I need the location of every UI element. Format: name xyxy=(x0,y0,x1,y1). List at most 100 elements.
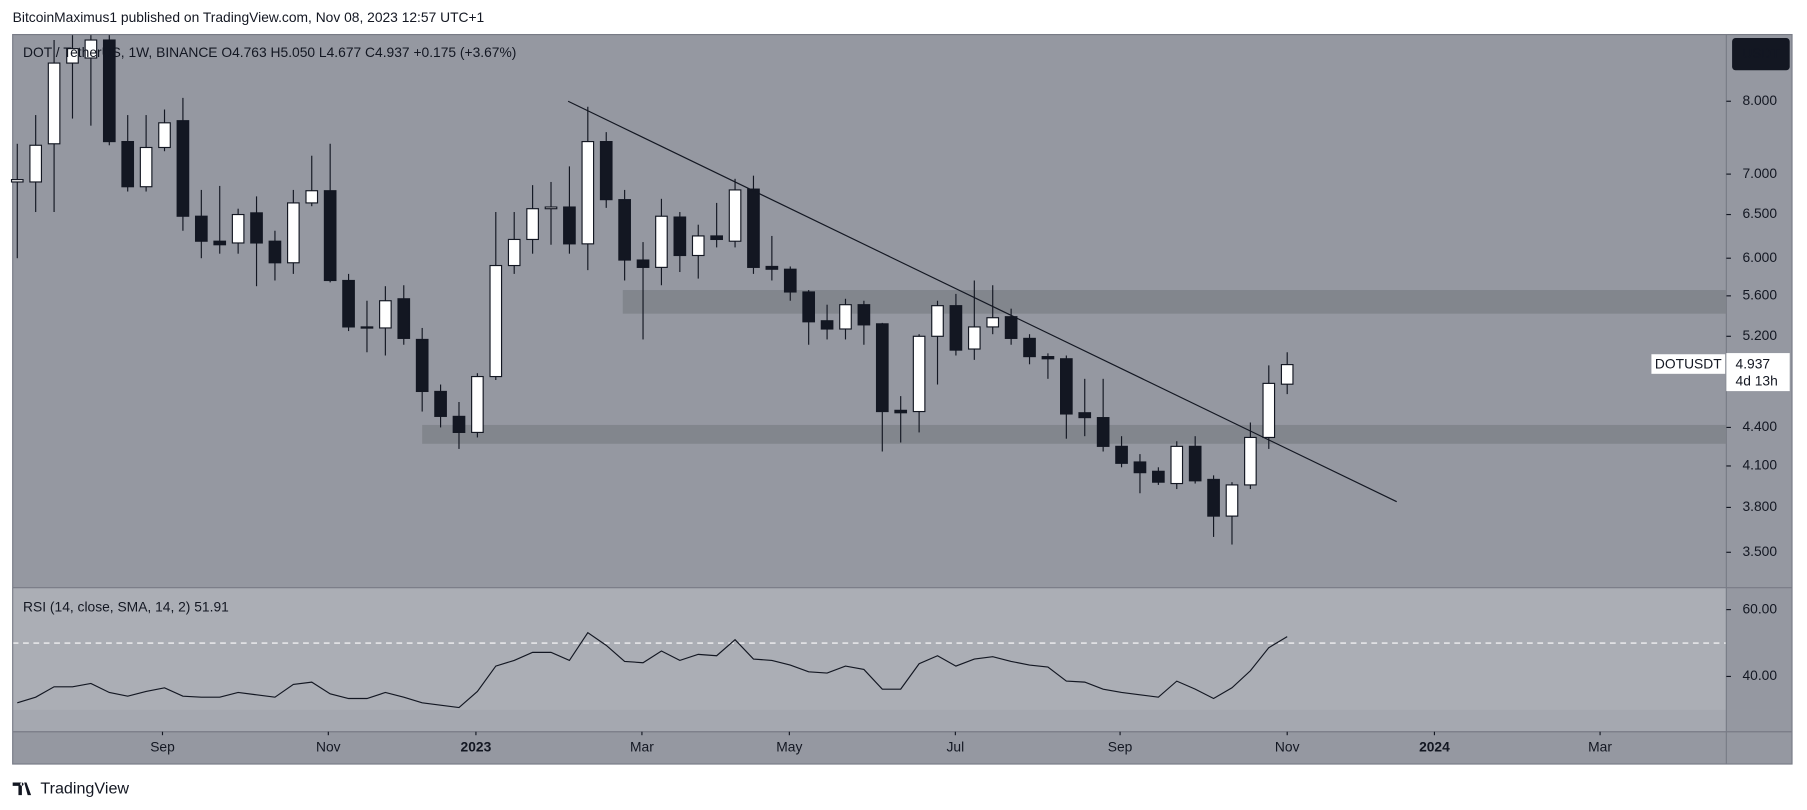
candle-body xyxy=(618,199,631,261)
y-tick-label: 3.500 xyxy=(1742,543,1777,559)
candle-body xyxy=(379,300,392,329)
candle-body xyxy=(839,304,852,330)
y-tick-label: 3.800 xyxy=(1742,498,1777,514)
ohlc-value: 5.050 xyxy=(281,44,316,60)
candle-body xyxy=(1170,445,1184,485)
x-tick-label: 2023 xyxy=(461,739,492,755)
candle-body xyxy=(728,189,742,242)
candle-body xyxy=(967,326,981,350)
candle-body xyxy=(452,415,466,433)
rsi-y-tick-label: 60.00 xyxy=(1742,600,1777,616)
candle-body xyxy=(857,304,871,326)
candle-body xyxy=(342,279,355,328)
x-tick-label: Mar xyxy=(1588,739,1612,755)
candle-body xyxy=(875,323,889,413)
price-tag xyxy=(1726,353,1790,392)
candle-body xyxy=(931,305,944,337)
ohlc-value: 4.763 xyxy=(232,44,267,60)
legend: DOT / TetherUS, 1W, BINANCE O4.763 H5.05… xyxy=(23,44,516,60)
currency: USDT xyxy=(1742,45,1780,61)
brand: TradingView xyxy=(40,780,129,798)
y-tick-label: 5.600 xyxy=(1742,287,1777,303)
candle-body xyxy=(1152,470,1165,483)
rsi-band xyxy=(12,587,1727,710)
y-tick-label: 4.400 xyxy=(1742,418,1777,434)
candle-body xyxy=(47,62,61,145)
candle-body xyxy=(765,265,779,270)
candle-body xyxy=(691,235,705,257)
candle-body xyxy=(489,264,503,378)
candle-body xyxy=(747,188,760,268)
y-tick-label: 7.000 xyxy=(1742,165,1777,181)
x-tick-label: Nov xyxy=(1275,739,1300,755)
rsi-title: RSI (14, close, SMA, 14, 2) xyxy=(23,598,190,614)
overlay: DOT / TetherUS, 1W, BINANCE O4.763 H5.05… xyxy=(23,38,1790,614)
candle-body xyxy=(323,190,337,282)
candle-body xyxy=(213,240,227,246)
symbol-title: DOT / TetherUS, 1W, BINANCE xyxy=(23,44,217,60)
candle-body xyxy=(1280,364,1294,385)
y-tick-label: 5.200 xyxy=(1742,327,1777,343)
frame xyxy=(12,33,1793,765)
candle-body xyxy=(1096,417,1110,447)
logo-icon xyxy=(12,782,32,796)
ohlc-value: 4.677 xyxy=(327,44,362,60)
x-tick-label: Mar xyxy=(630,739,654,755)
x-tick-label: Sep xyxy=(150,739,175,755)
last-price: 4.937 xyxy=(1736,355,1771,371)
candle-body xyxy=(636,259,650,268)
marks xyxy=(10,35,1727,709)
candle-body xyxy=(360,326,374,329)
candle-body xyxy=(84,39,98,59)
x-tick-label: Jul xyxy=(947,739,965,755)
y-tick-label: 4.100 xyxy=(1742,457,1777,473)
candle-body xyxy=(10,179,24,183)
candle-body xyxy=(802,291,816,323)
candle-body xyxy=(415,338,429,393)
countdown: 4d 13h xyxy=(1736,373,1778,389)
candle-body xyxy=(544,206,558,210)
candle-body xyxy=(783,268,797,293)
candle-body xyxy=(158,122,171,149)
candle-body xyxy=(710,235,723,241)
rsi-line xyxy=(17,631,1288,709)
candle-body xyxy=(1188,445,1202,482)
symbol-label: DOTUSDT xyxy=(1655,355,1722,371)
candle-body xyxy=(231,213,245,244)
candle-body xyxy=(986,317,1000,328)
ohlc-key: C xyxy=(365,44,375,60)
candle-body xyxy=(1133,461,1147,474)
candle-body xyxy=(397,298,411,339)
candle-body xyxy=(1244,436,1257,486)
publisher: BitcoinMaximus1 published on TradingView… xyxy=(13,9,485,25)
candle-body xyxy=(820,320,834,330)
brand-logo: TradingView xyxy=(12,780,129,798)
candle-body xyxy=(507,238,521,267)
candle-body xyxy=(1041,356,1055,360)
candle-body xyxy=(1078,412,1092,419)
candle-body xyxy=(1207,478,1220,517)
y-tick-label: 8.000 xyxy=(1742,92,1777,108)
x-tick-label: 2024 xyxy=(1419,739,1450,755)
candle-body xyxy=(139,146,153,188)
candle-body xyxy=(176,120,190,217)
candle-body xyxy=(1004,316,1018,339)
candle-body xyxy=(599,141,613,201)
y-tick-label: 6.500 xyxy=(1742,205,1777,221)
candle-body xyxy=(673,216,687,257)
candle-body xyxy=(102,39,116,143)
ohlc-key: O xyxy=(221,44,232,60)
change: +0.175 (+3.67%) xyxy=(413,44,516,60)
panes: 3.500 3.800 4.100 4.400 5.200 5.600 6.000 6.500… xyxy=(12,33,1793,765)
candle-body xyxy=(250,212,263,244)
x-tick-label: Nov xyxy=(316,739,341,755)
currency-button xyxy=(1732,38,1790,71)
candle-body xyxy=(66,48,79,64)
candle-body xyxy=(1115,445,1128,464)
symbol-tag xyxy=(1651,354,1726,374)
candle-body xyxy=(194,215,208,242)
ohlc-value: 4.937 xyxy=(375,44,410,60)
candle-body xyxy=(287,202,300,264)
y-tick-label: 6.000 xyxy=(1742,249,1777,265)
